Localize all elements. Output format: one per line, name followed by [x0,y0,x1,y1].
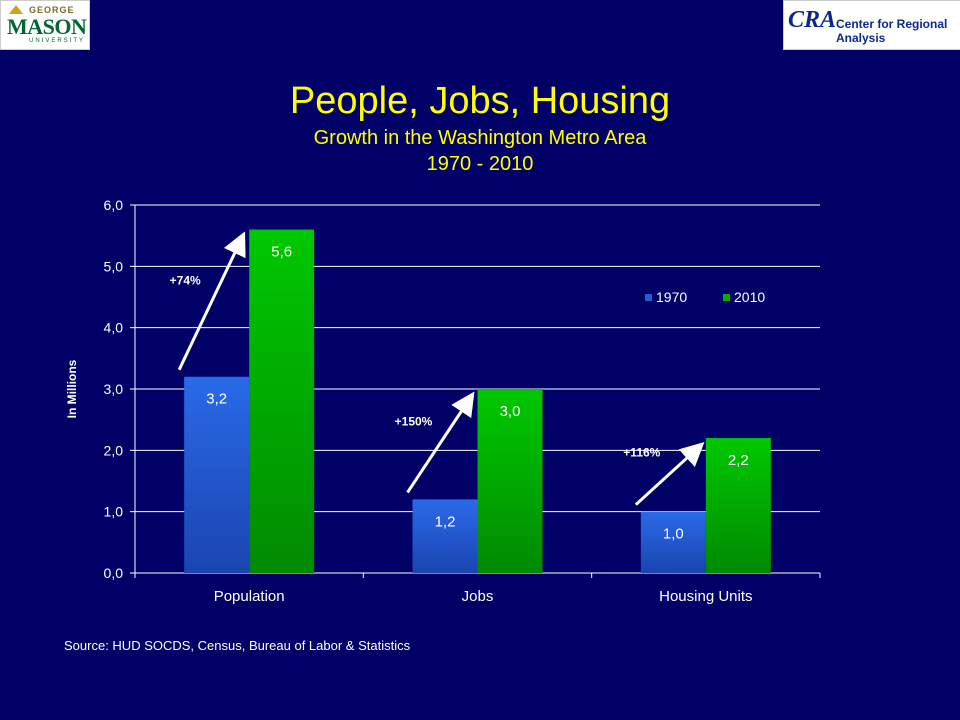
bar-1970 [640,511,706,573]
y-tick-label: 0,0 [104,565,124,581]
data-label: 1,0 [663,526,684,543]
cra-logo-text: Center for Regional Analysis [836,17,948,45]
x-tick-label: Housing Units [659,588,752,605]
bar-2010 [249,229,315,574]
y-axis-label: In Millions [65,359,79,418]
gmu-mason-text: MASON [7,14,87,39]
y-tick-label: 2,0 [104,442,124,458]
growth-arrow [634,441,705,506]
y-tick-label: 1,0 [104,504,124,520]
legend-swatch-2010 [723,294,730,301]
gmu-george-text: GEORGE [29,5,75,15]
legend-swatch-1970 [645,294,652,301]
growth-label: +74% [170,274,201,288]
y-tick-label: 3,0 [104,381,124,397]
legend-label: 2010 [734,289,765,305]
gmu-emblem-icon [9,5,23,14]
data-label: 1,2 [435,513,456,530]
x-tick-label: Population [214,588,285,605]
y-tick-label: 4,0 [104,320,124,336]
bar-1970 [412,499,478,573]
page-subtitle: Growth in the Washington Metro Area [313,127,647,149]
x-tick-label: Jobs [462,588,494,605]
data-label: 3,2 [206,391,227,408]
source-note: Source: HUD SOCDS, Census, Bureau of Lab… [64,638,411,653]
growth-arrow [406,391,475,494]
growth-label: +116% [623,445,660,459]
y-tick-label: 5,0 [104,258,124,274]
data-label: 3,0 [500,403,521,420]
cra-emblem-icon: CRA [788,7,837,33]
data-label: 5,6 [271,244,292,261]
page-title: People, Jobs, Housing [289,80,671,122]
page-subtitle-years: 1970 - 2010 [426,153,534,175]
cra-logo: CRA Center for Regional Analysis [783,0,960,50]
gmu-university-text: UNIVERSITY [29,38,86,44]
growth-label: +150% [395,415,433,429]
bar-2010 [705,438,771,573]
george-mason-logo: GEORGE MASON UNIVERSITY [0,0,90,50]
growth-arrow [177,231,246,371]
data-label: 2,2 [728,452,749,469]
bar-2010 [477,389,543,573]
legend-label: 1970 [656,289,687,305]
bar-1970 [184,376,250,573]
y-tick-label: 6,0 [104,197,124,213]
